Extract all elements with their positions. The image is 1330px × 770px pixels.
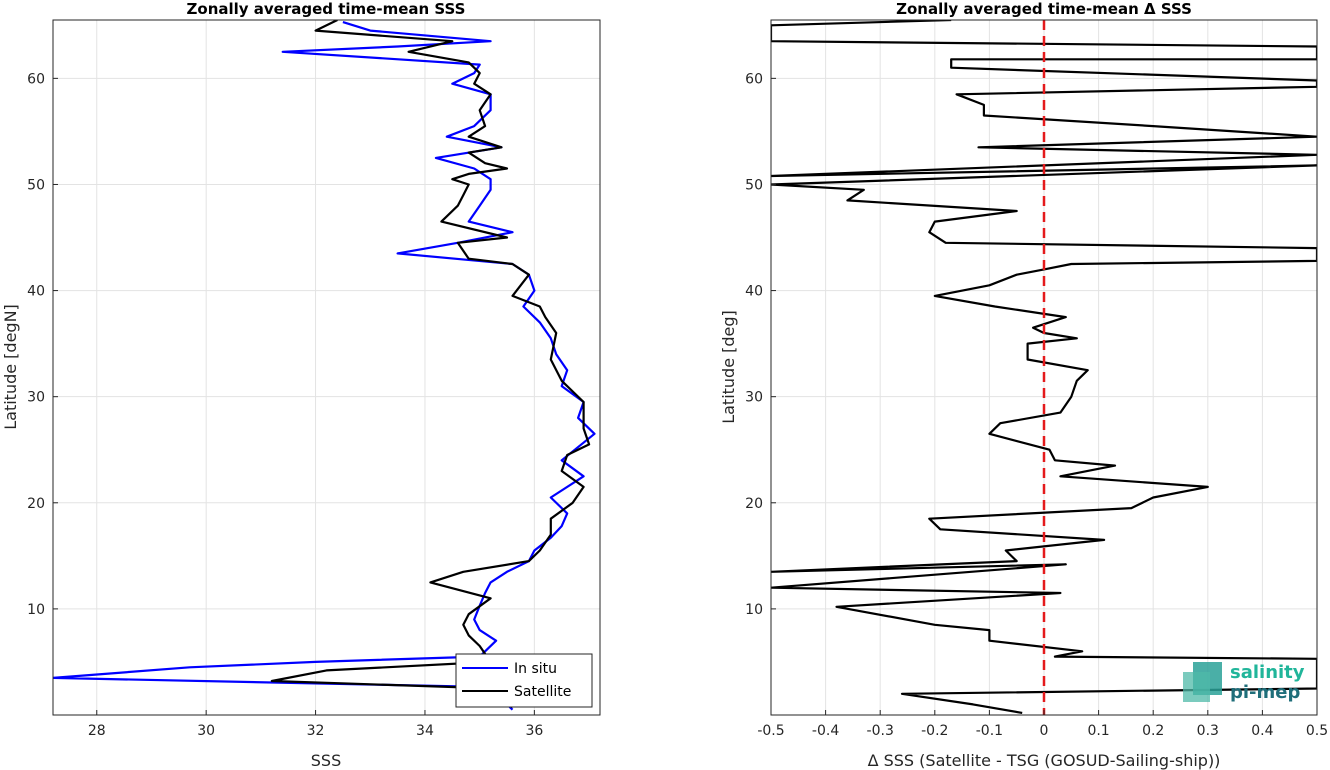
right-x-axis-label: Δ SSS (Satellite - TSG (GOSUD-Sailing-sh… [868, 751, 1221, 770]
legend: In situ Satellite [455, 653, 593, 708]
logo-cube-shadow-icon [1183, 672, 1210, 702]
x-tick-label: 36 [525, 723, 543, 739]
y-tick-label: 60 [745, 71, 763, 87]
x-tick-label: 30 [197, 723, 215, 739]
y-tick-label: 30 [745, 390, 763, 406]
x-tick-label: 0 [1040, 723, 1049, 739]
series-line-delta-sss [771, 20, 1317, 714]
salinity-pi-mep-logo: salinity pi-mep [1183, 662, 1305, 703]
left-series-group [53, 20, 596, 711]
left-panel: 28 30 32 34 36 10 20 30 40 50 60 Zonally averaged… [1, 0, 601, 770]
left-x-ticks: 28 30 32 34 36 [88, 710, 543, 739]
right-x-ticks: -0.5 -0.4 -0.3 -0.2 -0.1 0 0.1 0.2 0.3 0.4 0.5 [757, 710, 1328, 739]
left-x-axis-label: SSS [311, 751, 341, 770]
x-tick-label: 0.4 [1251, 723, 1273, 739]
x-tick-label: -0.2 [921, 723, 948, 739]
y-tick-label: 20 [27, 496, 45, 512]
x-tick-label: 32 [307, 723, 325, 739]
y-tick-label: 10 [27, 602, 45, 618]
legend-box [455, 653, 593, 708]
legend-label-satellite: Satellite [514, 684, 571, 700]
series-line-in-situ [53, 21, 596, 711]
y-tick-label: 60 [27, 71, 45, 87]
logo-text-top: salinity [1230, 662, 1305, 683]
x-tick-label: -0.3 [867, 723, 894, 739]
y-tick-label: 50 [745, 177, 763, 193]
y-tick-label: 40 [745, 284, 763, 300]
x-tick-label: 0.2 [1142, 723, 1164, 739]
left-plot-frame [52, 19, 601, 716]
y-tick-label: 50 [27, 177, 45, 193]
left-y-axis-label: Latitude [degN] [1, 304, 20, 430]
legend-label-in-situ: In situ [514, 661, 557, 677]
x-tick-label: 0.3 [1197, 723, 1219, 739]
right-y-ticks: 10 20 30 40 50 60 [745, 71, 776, 618]
left-chart-title: Zonally averaged time-mean SSS [187, 0, 466, 18]
series-line-satellite [270, 20, 591, 709]
right-y-axis-label: Latitude [deg] [719, 310, 738, 424]
x-tick-label: 0.5 [1306, 723, 1328, 739]
y-tick-label: 30 [27, 390, 45, 406]
y-tick-label: 10 [745, 602, 763, 618]
right-panel: -0.5 -0.4 -0.3 -0.2 -0.1 0 0.1 0.2 0.3 0.4 0.5 10 2… [719, 0, 1328, 770]
x-tick-label: 28 [88, 723, 106, 739]
x-tick-label: -0.1 [976, 723, 1003, 739]
left-grid [53, 20, 600, 715]
logo-text-bottom: pi-mep [1230, 682, 1300, 703]
x-tick-label: 34 [416, 723, 434, 739]
x-tick-label: 0.1 [1087, 723, 1109, 739]
x-tick-label: -0.4 [812, 723, 839, 739]
right-chart-title: Zonally averaged time-mean Δ SSS [896, 0, 1192, 18]
left-y-ticks: 10 20 30 40 50 60 [27, 71, 58, 618]
right-series-group [771, 20, 1317, 714]
y-tick-label: 40 [27, 284, 45, 300]
y-tick-label: 20 [745, 496, 763, 512]
x-tick-label: -0.5 [757, 723, 784, 739]
